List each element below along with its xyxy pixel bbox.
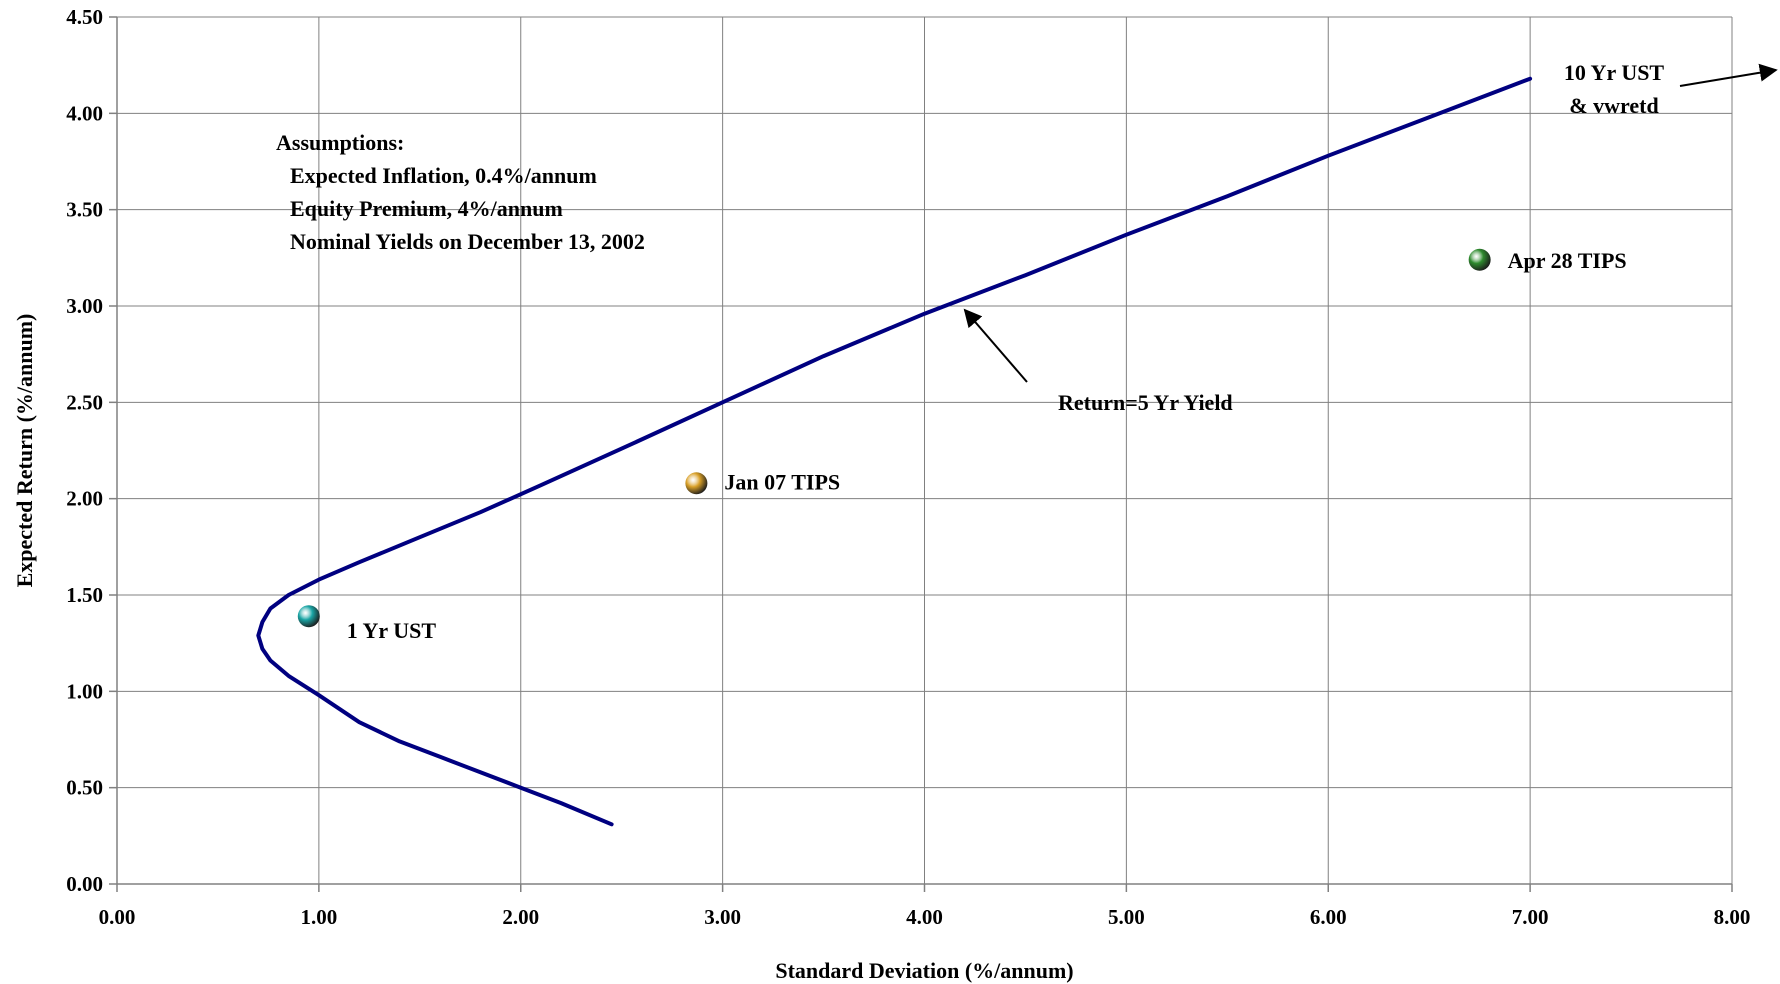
y-tick-label: 3.50 — [66, 198, 103, 222]
point-label: Apr 28 TIPS — [1508, 248, 1627, 273]
data-point — [297, 605, 320, 628]
y-tick-label: 4.50 — [66, 5, 103, 29]
y-tick-label: 2.00 — [66, 487, 103, 511]
frontier-line — [256, 76, 1533, 827]
assumptions-line: Nominal Yields on December 13, 2002 — [290, 229, 645, 254]
assumptions-line: Equity Premium, 4%/annum — [290, 196, 563, 221]
x-tick-label: 6.00 — [1310, 905, 1347, 929]
y-tick-label: 0.00 — [66, 872, 103, 896]
point-label: Jan 07 TIPS — [724, 469, 840, 494]
assumptions-heading: Assumptions: — [276, 130, 404, 155]
y-tick-label: 3.00 — [66, 294, 103, 318]
data-point — [685, 472, 708, 495]
x-axis-title: Standard Deviation (%/annum) — [775, 958, 1073, 983]
ust10-label-line2: & vwretd — [1569, 93, 1658, 118]
x-tick-label: 7.00 — [1512, 905, 1549, 929]
data-point — [1468, 248, 1491, 271]
x-tick-label: 3.00 — [704, 905, 741, 929]
point-label: 1 Yr UST — [347, 618, 437, 643]
x-tick-label: 4.00 — [906, 905, 943, 929]
x-tick-label: 8.00 — [1714, 905, 1751, 929]
y-tick-label: 1.50 — [66, 583, 103, 607]
ust10-label-line1: 10 Yr UST — [1564, 60, 1665, 85]
y-tick-label: 4.00 — [66, 101, 103, 125]
return-arrow — [963, 308, 1028, 383]
y-tick-label: 1.00 — [66, 679, 103, 703]
y-tick-label: 0.50 — [66, 776, 103, 800]
x-tick-label: 5.00 — [1108, 905, 1145, 929]
x-tick-label: 2.00 — [502, 905, 539, 929]
y-axis-title: Expected Return (%/annum) — [12, 314, 37, 588]
x-tick-label: 1.00 — [301, 905, 338, 929]
ust10-arrow — [1679, 63, 1778, 87]
return-label: Return=5 Yr Yield — [1058, 390, 1233, 415]
assumptions-line: Expected Inflation, 0.4%/annum — [290, 163, 597, 188]
x-tick-label: 0.00 — [99, 905, 136, 929]
y-tick-label: 2.50 — [66, 390, 103, 414]
